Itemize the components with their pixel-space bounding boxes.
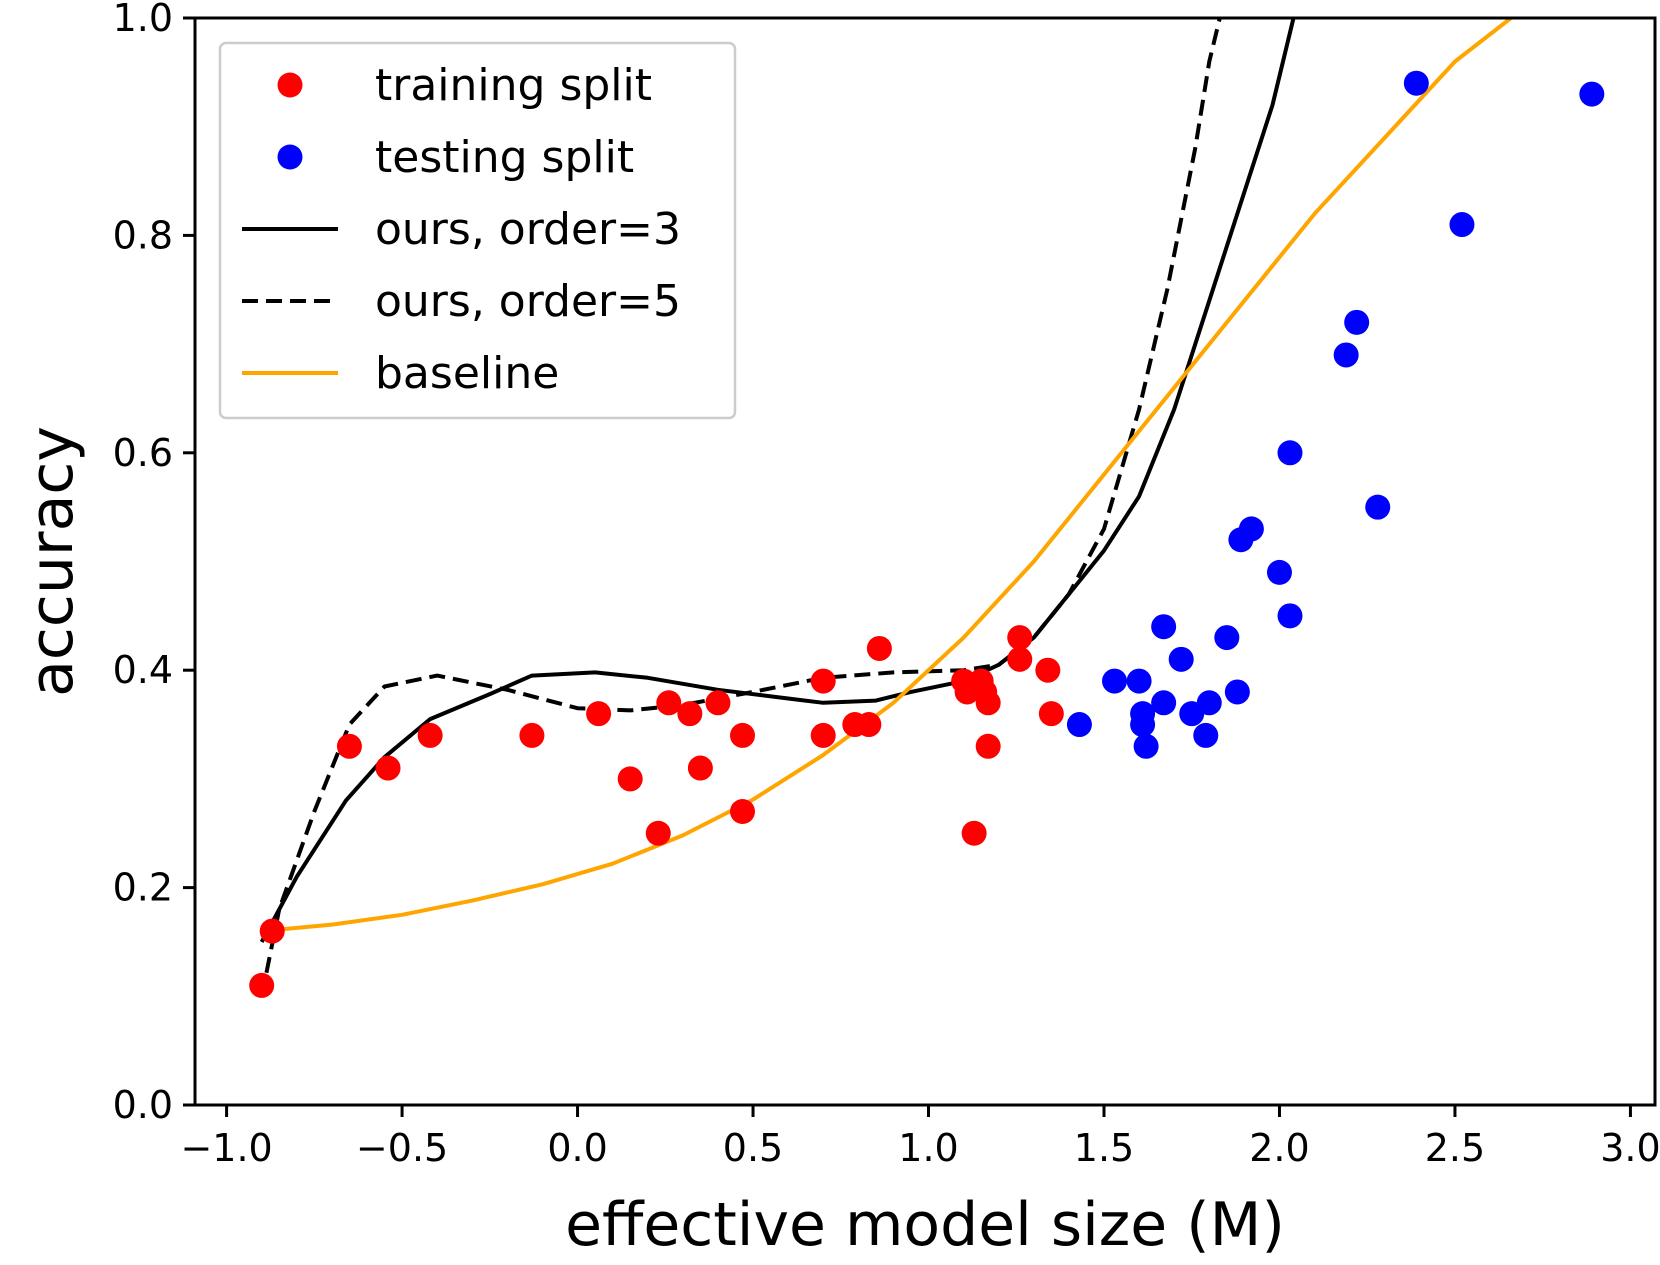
- data-point-training-split: [856, 712, 882, 738]
- data-point-testing-split: [1238, 516, 1264, 542]
- data-point-testing-split: [1277, 603, 1303, 629]
- data-point-training-split: [961, 820, 987, 846]
- data-point-training-split: [617, 766, 643, 792]
- legend-item-training-split: training split: [277, 60, 652, 111]
- legend-item-ours-order-5: ours, order=5: [242, 276, 681, 327]
- data-point-training-split: [519, 722, 545, 748]
- data-point-testing-split: [1151, 614, 1177, 640]
- data-point-testing-split: [1126, 668, 1152, 694]
- legend-label: baseline: [375, 348, 559, 399]
- data-point-training-split: [249, 972, 275, 998]
- x-tick-label: 1.0: [898, 1126, 958, 1170]
- y-tick-label: 0.4: [113, 648, 173, 692]
- data-point-training-split: [586, 701, 612, 727]
- x-tick-label: −0.5: [356, 1126, 448, 1170]
- legend: training split testing split ours, order=3…: [218, 41, 737, 420]
- data-point-testing-split: [1151, 690, 1177, 716]
- legend-label: ours, order=5: [375, 276, 681, 327]
- data-point-training-split: [336, 733, 362, 759]
- series-ours-order-5: [259, 18, 1222, 997]
- x-tick-label: 2.5: [1425, 1126, 1485, 1170]
- data-point-training-split: [975, 733, 1001, 759]
- legend-item-ours-order-3: ours, order=3: [242, 204, 681, 255]
- y-axis-label: accuracy: [17, 426, 87, 697]
- x-tick-label: 3.0: [1600, 1126, 1660, 1170]
- data-point-training-split: [1035, 657, 1061, 683]
- x-tick-label: 2.0: [1249, 1126, 1309, 1170]
- data-point-training-split: [1007, 625, 1033, 651]
- x-tick-label: 1.5: [1074, 1126, 1134, 1170]
- data-point-testing-split: [1365, 494, 1391, 520]
- data-point-training-split: [705, 690, 731, 716]
- data-point-testing-split: [1333, 342, 1359, 368]
- data-point-training-split: [656, 690, 682, 716]
- data-point-training-split: [975, 690, 1001, 716]
- y-tick-label: 1.0: [113, 0, 173, 40]
- data-point-training-split: [810, 668, 836, 694]
- data-point-testing-split: [1102, 668, 1128, 694]
- data-point-testing-split: [1214, 625, 1240, 651]
- data-point-training-split: [1038, 701, 1064, 727]
- data-point-testing-split: [1224, 679, 1250, 705]
- axis-layer: −1.0 −0.5 0.0 0.5 1.0 1.5 2.0 2.5 3.0 0.0 0.2 0.4 0.…: [113, 0, 1660, 1170]
- data-point-testing-split: [1168, 646, 1194, 672]
- data-point-training-split: [417, 722, 443, 748]
- data-point-testing-split: [1403, 70, 1429, 96]
- legend-label: ours, order=3: [375, 204, 681, 255]
- data-point-training-split: [645, 820, 671, 846]
- data-point-testing-split: [1266, 559, 1292, 585]
- legend-swatch: [277, 144, 303, 170]
- x-tick-label: 0.0: [547, 1126, 607, 1170]
- y-tick-label: 0.2: [113, 866, 173, 910]
- legend-swatch: [277, 72, 303, 98]
- legend-item-testing-split: testing split: [277, 132, 634, 183]
- series-baseline: [261, 18, 1515, 934]
- data-point-testing-split: [1277, 440, 1303, 466]
- data-point-testing-split: [1579, 81, 1605, 107]
- x-tick-label: 0.5: [723, 1126, 783, 1170]
- series-training-split: [249, 625, 1064, 998]
- data-point-training-split: [730, 722, 755, 748]
- legend-label: training split: [375, 60, 652, 111]
- data-point-testing-split: [1196, 690, 1222, 716]
- data-point-testing-split: [1449, 212, 1475, 238]
- data-point-testing-split: [1193, 722, 1219, 748]
- x-tick-label: −1.0: [180, 1126, 272, 1170]
- data-point-testing-split: [1066, 712, 1092, 738]
- series-line-ours-order-3: [259, 18, 1296, 943]
- series-ours-order-3: [259, 18, 1296, 943]
- series-line-ours-order-5: [259, 18, 1222, 997]
- y-tick-label: 0.0: [113, 1083, 173, 1127]
- data-point-training-split: [866, 635, 892, 661]
- data-point-training-split: [730, 799, 755, 825]
- data-point-training-split: [687, 755, 713, 781]
- series-testing-split: [1066, 70, 1605, 759]
- data-point-testing-split: [1133, 733, 1159, 759]
- data-point-training-split: [677, 701, 703, 727]
- data-point-testing-split: [1130, 712, 1156, 738]
- data-point-training-split: [259, 918, 285, 944]
- y-tick-label: 0.8: [113, 213, 173, 257]
- legend-box: [218, 41, 737, 420]
- data-point-training-split: [1007, 646, 1033, 672]
- series-layer: [249, 18, 1605, 998]
- data-point-testing-split: [1344, 309, 1370, 335]
- y-tick-label: 0.6: [113, 431, 173, 475]
- plot-frame: [193, 16, 1657, 1107]
- legend-label: testing split: [375, 132, 634, 183]
- data-point-training-split: [375, 755, 401, 781]
- x-axis-label: effective model size (M): [565, 1190, 1285, 1260]
- series-line-baseline: [261, 18, 1515, 934]
- data-point-training-split: [810, 722, 836, 748]
- legend-item-baseline: baseline: [242, 348, 559, 399]
